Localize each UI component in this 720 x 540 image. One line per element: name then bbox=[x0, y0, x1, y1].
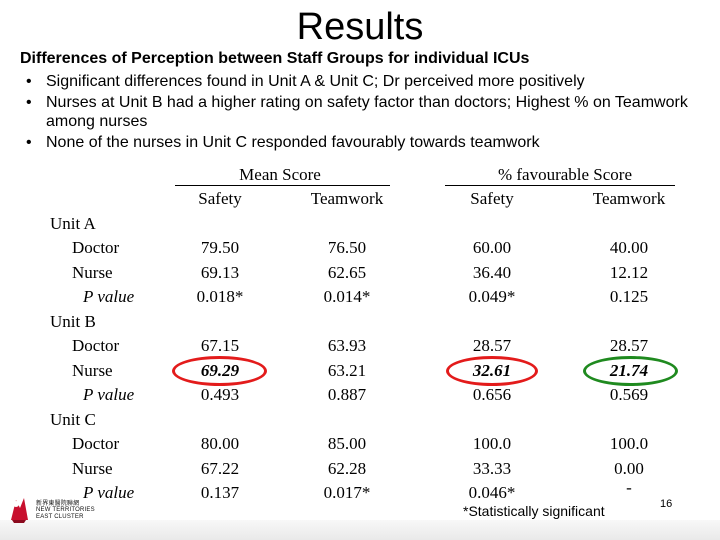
slide-title: Results bbox=[296, 6, 424, 48]
logo-text-chinese: 新界東醫院聯網 bbox=[36, 501, 80, 507]
row-label-nurse: Nurse bbox=[72, 361, 113, 380]
bullet-text: Significant differences found in Unit A … bbox=[46, 73, 585, 90]
table-cell: - bbox=[626, 478, 632, 497]
table-cell: 80.00 bbox=[200, 434, 240, 453]
table-cell: 0.017* bbox=[323, 483, 371, 502]
subheader-mean-safety: Safety bbox=[198, 189, 242, 208]
table-cell: 0.049* bbox=[468, 287, 516, 306]
row-label-nurse: Nurse bbox=[72, 263, 113, 282]
bullet-dot: • bbox=[26, 134, 32, 151]
subheader-mean-teamwork: Teamwork bbox=[310, 189, 384, 208]
table-cell: 28.57 bbox=[609, 336, 649, 355]
table-cell: 0.046* bbox=[468, 483, 516, 502]
table-cell: 33.33 bbox=[472, 459, 512, 478]
logo-text-line2: EAST CLUSTER bbox=[36, 514, 84, 520]
subheading: Differences of Perception between Staff … bbox=[20, 50, 530, 67]
table-cell: 63.93 bbox=[327, 336, 367, 355]
highlight-ellipse-red bbox=[172, 356, 267, 386]
bullet-dot: • bbox=[26, 73, 32, 90]
page-number: 16 bbox=[660, 498, 673, 510]
table-cell: 0.018* bbox=[196, 287, 244, 306]
logo-emblem-icon bbox=[11, 498, 28, 523]
bullet-item: • Nurses at Unit B had a higher rating o… bbox=[20, 93, 710, 131]
table-cell: 63.21 bbox=[327, 361, 367, 380]
table-cell: 36.40 bbox=[472, 263, 512, 282]
highlight-ellipse-red bbox=[446, 356, 538, 386]
unit-label: Unit C bbox=[50, 410, 96, 429]
table-cell: 0.656 bbox=[472, 385, 512, 404]
bullet-dot: • bbox=[26, 94, 32, 111]
row-label-p-value: P value bbox=[83, 483, 135, 502]
row-label-doctor: Doctor bbox=[72, 336, 120, 355]
table-cell: 0.569 bbox=[609, 385, 649, 404]
bottom-bar bbox=[0, 520, 720, 540]
table-cell: 0.00 bbox=[614, 459, 644, 478]
unit-label: Unit A bbox=[50, 214, 96, 233]
subheader-fav-safety: Safety bbox=[470, 189, 514, 208]
subheader-fav-teamwork: Teamwork bbox=[592, 189, 666, 208]
table-cell: 60.00 bbox=[472, 238, 512, 257]
table-cell: 28.57 bbox=[472, 336, 512, 355]
row-label-doctor: Doctor bbox=[72, 238, 120, 257]
bullet-list: • Significant differences found in Unit … bbox=[20, 72, 710, 154]
table-cell: 62.65 bbox=[327, 263, 367, 282]
bullet-text: Nurses at Unit B had a higher rating on … bbox=[46, 94, 688, 130]
table-cell: 69.13 bbox=[200, 263, 240, 282]
table-cell: 0.014* bbox=[323, 287, 371, 306]
row-label-p-value: P value bbox=[83, 385, 135, 404]
table-cell: 0.125 bbox=[609, 287, 649, 306]
table-cell: 62.28 bbox=[327, 459, 367, 478]
bullet-item: • Significant differences found in Unit … bbox=[20, 72, 710, 91]
table-cell: 40.00 bbox=[609, 238, 649, 257]
footnote: *Statistically significant bbox=[463, 503, 605, 519]
table-cell: 100.0 bbox=[609, 434, 649, 453]
header-rule-left bbox=[175, 185, 390, 186]
cluster-logo: 新界東醫院聯網 NEW TERRITORIES EAST CLUSTER bbox=[8, 494, 98, 528]
row-label-p-value: P value bbox=[83, 287, 135, 306]
table-cell: 0.493 bbox=[200, 385, 240, 404]
table-cell: 12.12 bbox=[609, 263, 649, 282]
header-rule-right bbox=[445, 185, 675, 186]
table-cell: 0.137 bbox=[200, 483, 240, 502]
table-cell: 67.15 bbox=[200, 336, 240, 355]
table-cell: 76.50 bbox=[327, 238, 367, 257]
bullet-text: None of the nurses in Unit C responded f… bbox=[46, 134, 540, 151]
highlight-ellipse-green bbox=[583, 356, 678, 386]
bullet-item: • None of the nurses in Unit C responded… bbox=[20, 133, 710, 152]
row-label-nurse: Nurse bbox=[72, 459, 113, 478]
group-header-mean-score: Mean Score bbox=[239, 165, 321, 184]
group-header-favourable-score: % favourable Score bbox=[497, 165, 633, 184]
table-cell: 79.50 bbox=[200, 238, 240, 257]
table-cell: 100.0 bbox=[472, 434, 512, 453]
table-cell: 85.00 bbox=[327, 434, 367, 453]
table-cell: 0.887 bbox=[327, 385, 367, 404]
table-cell: 67.22 bbox=[200, 459, 240, 478]
unit-label: Unit B bbox=[50, 312, 96, 331]
logo-text-line1: NEW TERRITORIES bbox=[36, 507, 95, 513]
row-label-doctor: Doctor bbox=[72, 434, 120, 453]
